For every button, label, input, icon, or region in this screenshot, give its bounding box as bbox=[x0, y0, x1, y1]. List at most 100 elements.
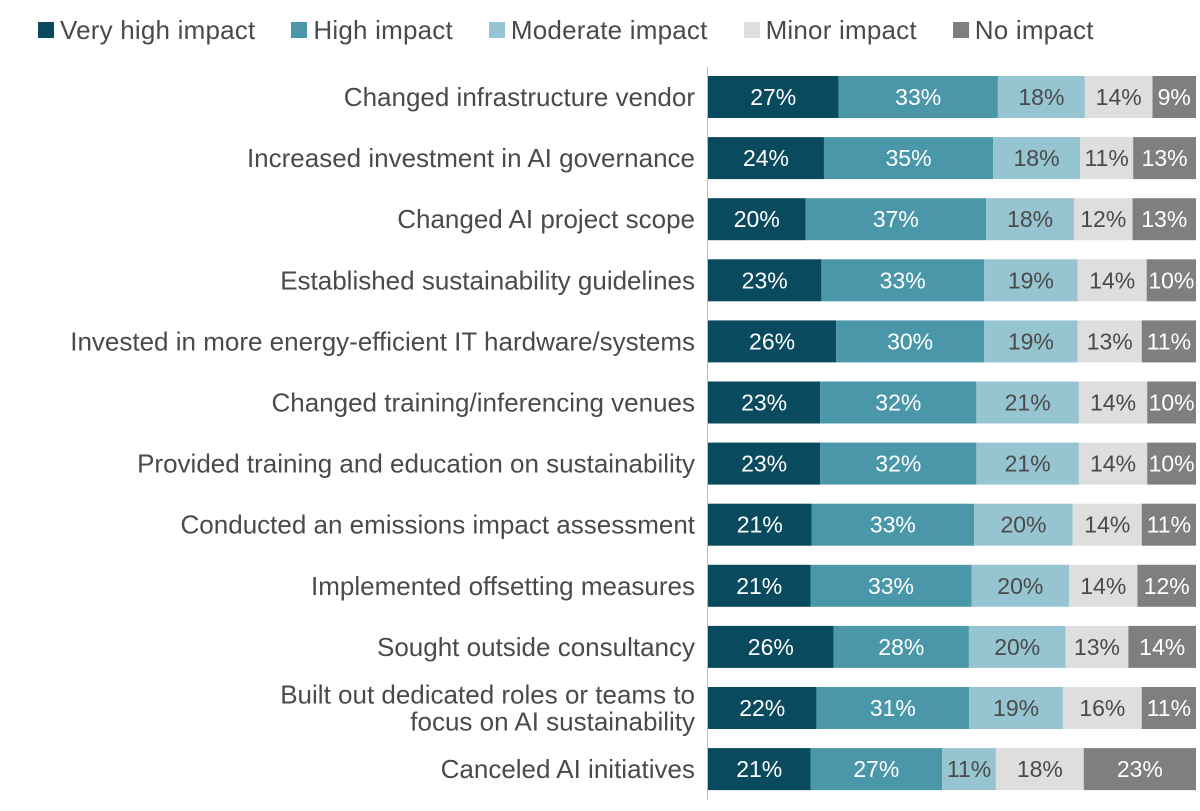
bar-segment bbox=[984, 259, 1078, 302]
bar-segment bbox=[810, 564, 972, 607]
bar-segment bbox=[708, 76, 839, 118]
category-label: Built out dedicated roles or teams to foc… bbox=[280, 680, 695, 737]
category-label-line: Changed training/inferencing venues bbox=[271, 388, 695, 418]
bar-segment bbox=[816, 687, 970, 729]
data-label: 33% bbox=[870, 512, 916, 538]
bar-segment bbox=[708, 564, 811, 607]
data-label: 33% bbox=[868, 573, 914, 599]
data-label: 14% bbox=[1080, 573, 1126, 599]
bar-segment bbox=[997, 76, 1085, 118]
data-label: 18% bbox=[1018, 84, 1064, 110]
category-label-line: Sought outside consultancy bbox=[377, 632, 695, 662]
category-label-line: focus on AI sustainability bbox=[410, 707, 695, 737]
bar-segment bbox=[1069, 564, 1138, 607]
bar-segment bbox=[708, 320, 837, 363]
data-label: 20% bbox=[1000, 512, 1046, 538]
category-label-line: Implemented offsetting measures bbox=[311, 571, 695, 601]
category-label: Conducted an emissions impact assessment bbox=[181, 510, 696, 540]
bar-segment bbox=[1083, 748, 1196, 791]
data-label: 20% bbox=[734, 206, 780, 232]
data-label: 13% bbox=[1142, 145, 1188, 171]
bar-segment bbox=[1078, 442, 1148, 485]
bar-segment bbox=[1074, 198, 1133, 241]
legend-swatch bbox=[952, 22, 969, 38]
bar-segment bbox=[1084, 76, 1153, 118]
bar-segment bbox=[1072, 503, 1142, 546]
data-label: 27% bbox=[750, 84, 796, 110]
data-label: 18% bbox=[1007, 206, 1053, 232]
data-label: 10% bbox=[1149, 451, 1195, 477]
data-label: 11% bbox=[1084, 145, 1128, 171]
legend-label: No impact bbox=[974, 14, 1094, 45]
bar-segment bbox=[1147, 442, 1196, 485]
data-label: 23% bbox=[1117, 756, 1163, 782]
data-label: 23% bbox=[742, 267, 788, 293]
category-label: Changed training/inferencing venues bbox=[271, 388, 695, 418]
bar-segment bbox=[708, 503, 812, 546]
bar-segment bbox=[821, 259, 985, 302]
bar-segment bbox=[823, 137, 994, 180]
data-label: 21% bbox=[736, 573, 782, 599]
bar-segment bbox=[708, 625, 834, 668]
bar-segment bbox=[833, 625, 969, 668]
bar-segment bbox=[708, 748, 811, 791]
data-label: 10% bbox=[1149, 390, 1195, 416]
legend-label: Minor impact bbox=[765, 14, 917, 45]
category-label-line: Established sustainability guidelines bbox=[280, 265, 695, 295]
data-label: 14% bbox=[1090, 451, 1136, 477]
bar-segment bbox=[805, 198, 987, 241]
bar-segment bbox=[995, 748, 1084, 791]
data-label: 20% bbox=[997, 573, 1043, 599]
data-label: 22% bbox=[739, 695, 785, 721]
data-label: 35% bbox=[885, 145, 931, 171]
data-label: 11% bbox=[1147, 512, 1191, 538]
bar-segment bbox=[810, 748, 943, 791]
bar-segment bbox=[1147, 381, 1196, 424]
category-label: Implemented offsetting measures bbox=[311, 571, 695, 601]
data-label: 13% bbox=[1087, 328, 1133, 354]
legend-item: High impact bbox=[291, 15, 453, 46]
category-label: Changed AI project scope bbox=[397, 204, 695, 234]
data-label: 37% bbox=[873, 206, 919, 232]
bar-segment bbox=[976, 381, 1079, 424]
legend-label: Moderate impact bbox=[510, 14, 708, 45]
data-label: 21% bbox=[1005, 451, 1051, 477]
legend-item: No impact bbox=[952, 14, 1094, 46]
data-label: 30% bbox=[887, 328, 933, 354]
category-label-line: Invested in more energy-efficient IT har… bbox=[70, 326, 695, 356]
bar-segment bbox=[708, 381, 821, 424]
bar-segment bbox=[1080, 137, 1134, 180]
category-label-line: Provided training and education on susta… bbox=[137, 449, 695, 479]
data-label: 16% bbox=[1079, 695, 1125, 721]
bar-segment bbox=[820, 381, 977, 424]
data-label: 21% bbox=[1005, 390, 1051, 416]
data-label: 10% bbox=[1148, 267, 1194, 293]
bar-segment bbox=[836, 320, 985, 363]
category-label-line: Built out dedicated roles or teams to bbox=[280, 680, 695, 710]
category-label: Provided training and education on susta… bbox=[137, 449, 695, 479]
bar-segment bbox=[968, 625, 1066, 668]
bar-segment bbox=[1077, 320, 1142, 363]
data-label: 14% bbox=[1084, 512, 1130, 538]
bar-segment bbox=[1141, 503, 1196, 546]
data-label: 31% bbox=[870, 695, 916, 721]
data-label: 32% bbox=[875, 451, 921, 477]
data-label: 14% bbox=[1139, 634, 1185, 660]
bar-segment bbox=[1137, 564, 1196, 607]
category-label-line: Changed AI project scope bbox=[397, 204, 695, 234]
bar-segment bbox=[1065, 625, 1129, 668]
data-label: 18% bbox=[1014, 145, 1060, 171]
data-label: 14% bbox=[1089, 267, 1135, 293]
data-label: 20% bbox=[994, 634, 1040, 660]
legend-swatch bbox=[488, 22, 505, 38]
category-label: Canceled AI initiatives bbox=[441, 754, 695, 784]
bar-segment bbox=[1077, 259, 1147, 302]
data-label: 23% bbox=[741, 451, 787, 477]
data-label: 32% bbox=[875, 390, 921, 416]
bar-segment bbox=[986, 198, 1074, 241]
data-label: 19% bbox=[1008, 328, 1054, 354]
bar-segment bbox=[969, 687, 1063, 729]
data-label: 19% bbox=[1008, 267, 1054, 293]
bar-segment bbox=[1132, 198, 1196, 241]
